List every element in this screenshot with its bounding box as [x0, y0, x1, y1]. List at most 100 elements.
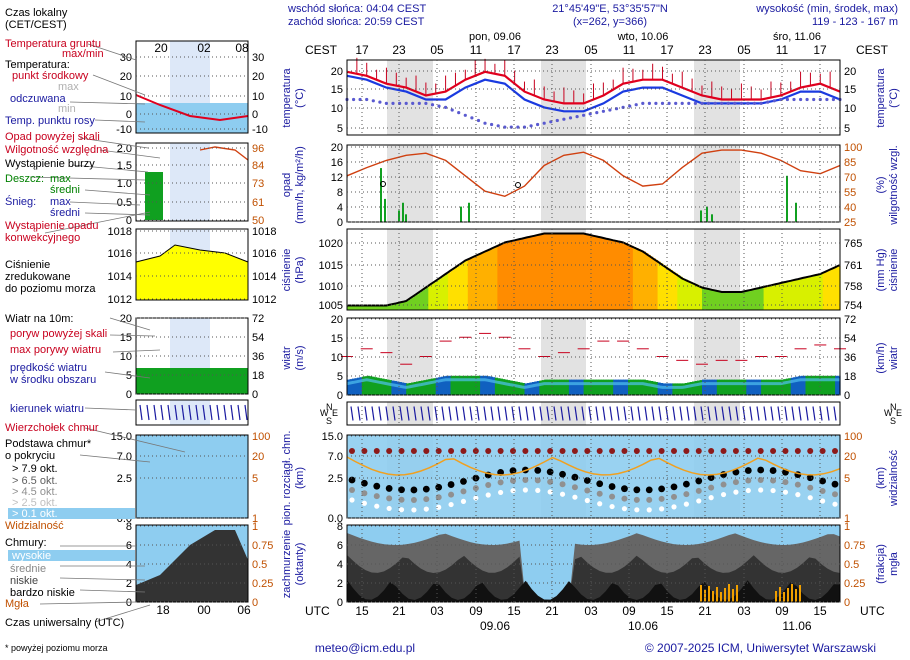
- pressure-bar: [748, 290, 752, 310]
- wind-bar: [753, 379, 757, 395]
- dewpoint-dot: [621, 105, 625, 109]
- legend-wind-arrow: [139, 404, 143, 421]
- dewpoint-dot: [490, 122, 494, 127]
- panel-frame-press: [346, 228, 841, 311]
- utc-hour-label: 15: [660, 604, 674, 618]
- pressure-bar: [472, 257, 476, 310]
- legend-right-tick: 0: [252, 109, 258, 121]
- pressure-bar: [603, 238, 607, 310]
- cloud-base-dot: [633, 486, 641, 494]
- pressure-bar: [480, 253, 484, 311]
- wind-arrow: [385, 406, 389, 421]
- cloud-top-dot: [819, 448, 826, 454]
- dewpoint-dot: [568, 116, 573, 120]
- wind-bar: [822, 375, 826, 396]
- legend-utc-tick: 06: [237, 603, 251, 617]
- compass-left-w: W: [320, 408, 329, 418]
- legend-right-tick: 5: [252, 473, 258, 485]
- cloud-base-dot-light: [745, 477, 752, 484]
- pressure-bar: [354, 305, 358, 310]
- pressure-bar: [435, 280, 439, 311]
- wind-bar: [534, 381, 538, 395]
- dewpoint-dot: [608, 108, 612, 112]
- legend-precip-above: Opad powyżej skali: [5, 131, 100, 143]
- legend-tmax: max: [58, 81, 79, 93]
- pressure-bar: [677, 275, 681, 310]
- pressure-bar: [526, 237, 530, 310]
- legend-wind-arrow: [146, 404, 150, 421]
- cloud-base-dot: [559, 470, 566, 478]
- legend-okt-5-bg: [8, 508, 135, 519]
- wind-bar: [544, 379, 548, 395]
- pressure-bar: [699, 286, 703, 310]
- left-tick-label: 1005: [319, 300, 343, 312]
- pressure-bar: [702, 287, 706, 310]
- cloud-base-dot-white: [386, 505, 392, 512]
- local-hour-label: 11: [776, 43, 789, 57]
- legend-rain-mean: średni: [50, 184, 80, 196]
- elevation-label: wysokość (min, środek, max): [755, 3, 898, 15]
- pressure-bar: [539, 234, 543, 310]
- dewpoint-dot: [365, 97, 369, 102]
- wind-bar: [706, 379, 710, 395]
- cloud-top-dot: [683, 448, 690, 454]
- cloud-top-dot: [386, 448, 393, 454]
- pressure-bar: [714, 290, 718, 310]
- utc-hour-label: 03: [430, 604, 444, 618]
- pressure-bar: [588, 234, 592, 310]
- right-tick-label: 20: [844, 451, 856, 463]
- utc-hour-label: 09: [622, 604, 636, 618]
- pressure-bar: [783, 282, 787, 310]
- legend-clouds: Chmury:: [5, 537, 47, 549]
- legend-time-local: Czas lokalny (CET/CEST): [5, 7, 68, 31]
- pressure-bar: [391, 304, 395, 310]
- wind-bar: [364, 376, 368, 395]
- wind-arrow: [798, 406, 802, 421]
- pressure-bar: [490, 249, 494, 311]
- wind-bar: [734, 379, 738, 395]
- axis-precip-0: opad: [281, 173, 293, 197]
- pressure-bar: [524, 238, 528, 310]
- dewpoint-dot: [766, 100, 770, 104]
- cloud-base-dot-light: [386, 495, 393, 502]
- cloud-top-dot: [522, 448, 529, 454]
- left-tick-label: 16: [331, 157, 343, 169]
- legend-right-tick: 50: [252, 215, 264, 227]
- legend-panel-frame: [135, 399, 249, 426]
- wind-arrow: [525, 406, 529, 421]
- cloud-base-dot-white: [733, 489, 739, 495]
- wind-bar: [642, 379, 646, 395]
- wind-arrow: [364, 406, 368, 421]
- right-tick-label: 0.25: [844, 578, 865, 590]
- utc-hour-label: 03: [737, 604, 751, 618]
- tz-local-right: CEST: [856, 43, 889, 57]
- wind-bar: [494, 377, 498, 395]
- wind-bar: [615, 379, 619, 395]
- wind-bar: [497, 378, 501, 395]
- pressure-bar: [514, 240, 518, 311]
- legend-left-tick: 0: [126, 389, 132, 401]
- right-tick-label: 0.5: [844, 559, 859, 571]
- pressure-bar: [672, 271, 676, 311]
- wind-bar: [391, 380, 395, 395]
- pressure-bar: [369, 305, 373, 310]
- legend-pressure: Ciśnienie zredukowane do poziomu morza: [5, 259, 96, 295]
- pressure-line: [347, 232, 841, 307]
- dewpoint-dot: [430, 103, 435, 107]
- legend-right-tick: 1016: [252, 248, 276, 260]
- cloud-top-dot: [361, 448, 368, 454]
- legend-left-tick: 1.5: [117, 160, 132, 172]
- left-tick-label: 15: [331, 84, 343, 96]
- footer-email[interactable]: meteo@icm.edu.pl: [315, 641, 415, 655]
- wind-bar: [351, 378, 355, 395]
- cloud-base-dot: [621, 485, 628, 493]
- wind-bar: [563, 379, 567, 395]
- pressure-bar: [455, 267, 459, 311]
- dewpoint-dot: [752, 101, 757, 105]
- wind-bar: [738, 379, 742, 395]
- cloud-base-dot-light: [485, 481, 492, 488]
- pressure-bar: [775, 284, 779, 310]
- sunrise-text: wschód słońca: 04:04 CEST: [287, 3, 426, 15]
- dewpoint-dot: [398, 101, 402, 105]
- cloud-base-dot: [546, 468, 554, 476]
